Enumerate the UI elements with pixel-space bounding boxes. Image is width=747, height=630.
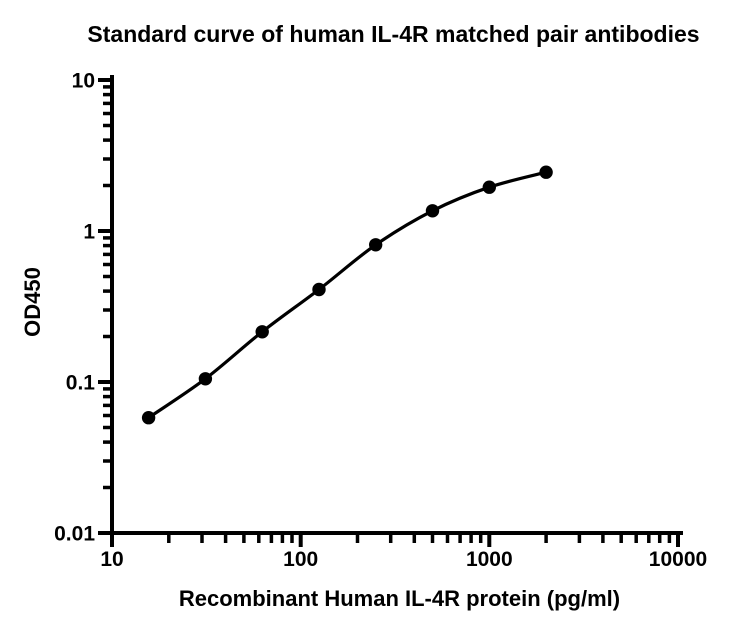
data-point <box>198 372 213 386</box>
data-point <box>539 165 553 179</box>
x-tick-label: 10 <box>100 548 123 571</box>
y-tick-label: 1 <box>83 221 95 244</box>
x-tick-label: 1000 <box>466 548 513 571</box>
data-point <box>141 411 156 425</box>
data-point <box>425 204 440 218</box>
x-tick-label: 100 <box>283 548 318 571</box>
chart-title: Standard curve of human IL-4R matched pa… <box>87 21 700 47</box>
y-tick-label: 0.1 <box>66 372 96 395</box>
data-point <box>312 282 326 297</box>
y-tick-label: 10 <box>72 70 95 93</box>
x-axis-title: Recombinant Human IL-4R protein (pg/ml) <box>178 586 621 611</box>
data-point <box>255 325 269 339</box>
x-tick-label: 10000 <box>649 548 707 571</box>
y-tick-label: 0.01 <box>54 523 95 546</box>
data-point <box>369 238 383 252</box>
data-point <box>482 180 496 194</box>
